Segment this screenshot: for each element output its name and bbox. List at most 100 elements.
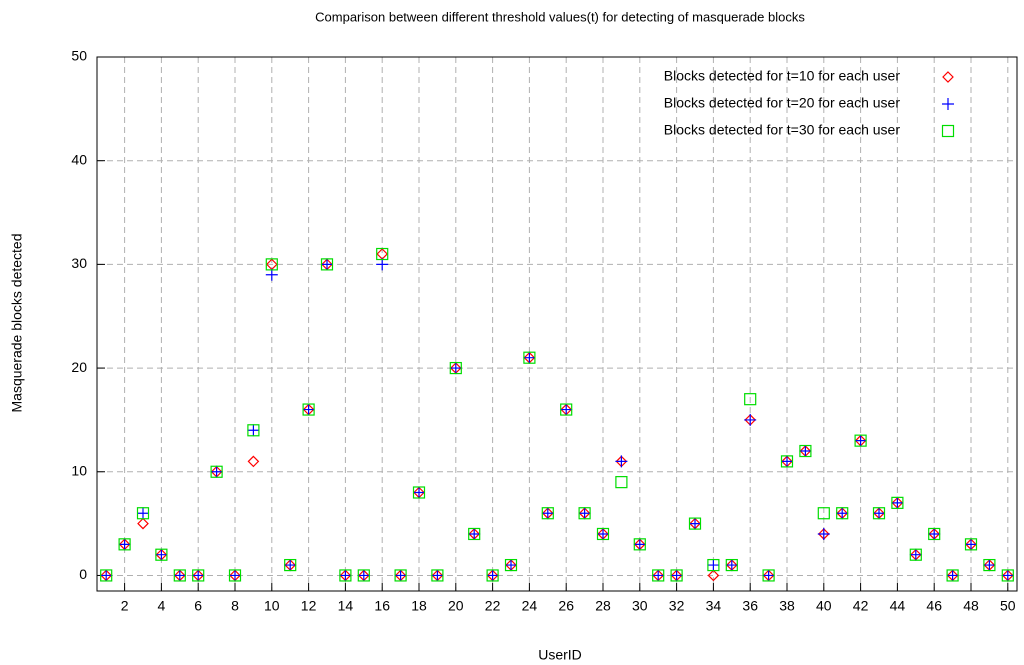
- x-tick-label: 2: [121, 598, 129, 614]
- x-tick-label: 46: [926, 598, 942, 614]
- point: [1001, 569, 1014, 582]
- point: [670, 569, 683, 582]
- x-tick-label: 48: [963, 598, 979, 614]
- point: [891, 496, 904, 509]
- y-tick-label: 30: [71, 255, 87, 271]
- x-tick-label: 34: [706, 598, 722, 614]
- point: [431, 569, 444, 582]
- point: [744, 393, 757, 406]
- x-tick-label: 50: [1000, 598, 1016, 614]
- point: [762, 569, 775, 582]
- point: [707, 569, 720, 582]
- chart-title: Comparison between different threshold v…: [315, 9, 805, 24]
- x-tick-label: 24: [522, 598, 538, 614]
- point: [376, 258, 389, 271]
- x-tick-label: 36: [742, 598, 758, 614]
- point: [320, 258, 334, 271]
- point: [689, 517, 701, 530]
- point: [339, 569, 352, 582]
- point: [983, 559, 996, 572]
- point: [449, 362, 462, 375]
- point: [192, 569, 205, 582]
- x-tick-label: 30: [632, 598, 648, 614]
- point: [486, 569, 499, 582]
- x-axis-label: UserID: [538, 647, 582, 663]
- point: [817, 527, 830, 540]
- legend-label: Blocks detected for t=20 for each user: [664, 95, 901, 111]
- x-tick-label: 8: [231, 598, 239, 614]
- point: [836, 507, 849, 520]
- point: [1001, 569, 1014, 582]
- plot-frame: [96, 56, 1018, 592]
- point: [652, 569, 665, 582]
- point: [284, 558, 297, 572]
- point: [780, 455, 794, 468]
- point: [265, 258, 278, 271]
- point: [504, 558, 518, 572]
- point: [486, 569, 499, 582]
- point: [523, 351, 536, 364]
- point: [302, 403, 315, 416]
- point: [725, 558, 738, 572]
- point: [946, 569, 959, 582]
- point: [137, 517, 149, 530]
- point: [247, 424, 260, 437]
- point: [670, 569, 683, 582]
- point: [505, 559, 517, 572]
- point: [541, 507, 554, 520]
- point: [707, 559, 720, 572]
- point: [321, 258, 333, 271]
- point: [155, 548, 168, 561]
- x-tick-label: 38: [779, 598, 795, 614]
- point: [615, 476, 628, 489]
- point: [136, 507, 150, 520]
- point: [100, 569, 113, 582]
- point: [284, 559, 297, 572]
- point: [468, 527, 481, 541]
- point: [597, 527, 609, 540]
- y-tick-label: 20: [71, 359, 87, 375]
- legend-marker: [942, 98, 954, 110]
- point: [965, 538, 977, 551]
- point: [652, 569, 665, 582]
- point: [872, 507, 886, 520]
- point: [210, 465, 223, 478]
- point: [873, 507, 885, 520]
- x-tick-label: 28: [595, 598, 611, 614]
- x-tick-label: 42: [853, 598, 869, 614]
- point: [633, 538, 646, 551]
- legend-marker: [941, 124, 955, 138]
- point: [449, 361, 462, 375]
- point: [725, 559, 738, 572]
- x-tick-label: 32: [669, 598, 685, 614]
- point: [394, 569, 407, 582]
- y-axis-label: Masquerade blocks detected: [9, 234, 25, 413]
- y-tick-label: 0: [79, 566, 87, 582]
- point: [854, 434, 867, 447]
- point: [983, 558, 996, 572]
- point: [854, 434, 867, 447]
- point: [615, 455, 628, 468]
- point: [302, 403, 315, 416]
- point: [247, 455, 260, 468]
- point: [891, 496, 904, 509]
- y-tick-label: 40: [71, 151, 87, 167]
- x-tick-label: 40: [816, 598, 832, 614]
- point: [229, 569, 241, 582]
- point: [560, 403, 573, 416]
- x-tick-label: 16: [374, 598, 390, 614]
- point: [357, 569, 370, 582]
- point: [376, 247, 389, 261]
- point: [744, 413, 757, 426]
- point: [247, 424, 260, 437]
- point: [817, 507, 830, 520]
- point: [413, 486, 425, 499]
- point: [173, 569, 186, 582]
- legend-marker: [942, 71, 954, 83]
- x-tick-label: 44: [890, 598, 906, 614]
- point: [928, 527, 941, 540]
- point: [541, 507, 554, 520]
- point: [118, 538, 131, 551]
- point: [928, 527, 941, 541]
- point: [468, 527, 481, 540]
